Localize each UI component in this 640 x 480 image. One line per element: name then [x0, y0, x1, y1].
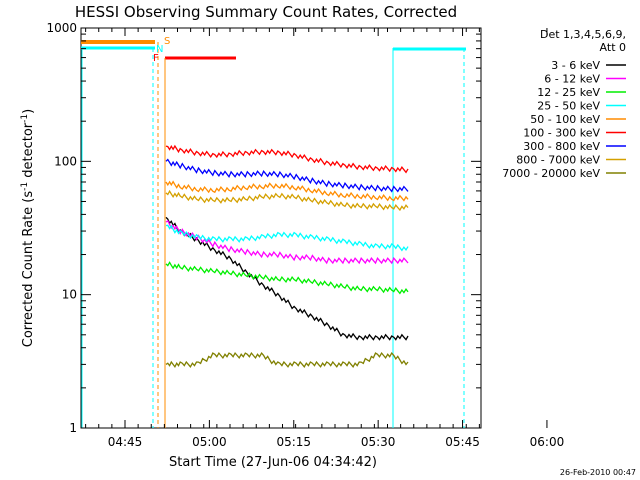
legend-entry-label: 12 - 25 keV — [537, 86, 600, 99]
series-line-4 — [165, 180, 409, 202]
x-tick-label: 06:00 — [530, 435, 565, 449]
legend-entry-label: 100 - 300 keV — [523, 127, 600, 140]
legend-header-detectors: Det 1,3,4,5,6,9, — [540, 28, 626, 41]
legend-entry-label: 50 - 100 keV — [530, 113, 600, 126]
legend-entry-label: 25 - 50 keV — [537, 100, 600, 113]
x-tick-label: 05:30 — [361, 435, 396, 449]
legend-entry-label: 300 - 800 keV — [523, 140, 600, 153]
x-tick-label: 05:00 — [192, 435, 227, 449]
y-axis-label: Corrected Count Rate (s-1 detector-1) — [20, 109, 36, 347]
generation-timestamp: 26-Feb-2010 00:47 — [560, 468, 636, 477]
x-axis-label: Start Time (27-Jun-06 04:34:42) — [169, 455, 377, 470]
series-line-3 — [165, 224, 409, 252]
x-tick-label: 05:45 — [445, 435, 480, 449]
series-line-1 — [165, 219, 409, 265]
series-line-6 — [165, 158, 409, 193]
legend-header-attenuator: Att 0 — [600, 41, 626, 54]
legend-entry-label: 3 - 6 keV — [551, 59, 600, 72]
series-line-7 — [165, 189, 409, 212]
series-line-8 — [165, 351, 409, 369]
legend-entry-label: 800 - 7000 keV — [516, 154, 600, 167]
flag-label-f: F — [153, 53, 159, 64]
flag-label-n: N — [156, 44, 163, 55]
flag-label-s: S — [164, 36, 170, 47]
series-line-2 — [165, 261, 409, 295]
x-tick-label: 05:15 — [276, 435, 311, 449]
y-tick-label: 100 — [54, 154, 77, 168]
axes: 1 10 100 1000 04:45 05:00 05:15 05:30 05:45 06:00 — [46, 21, 564, 449]
series-line-5 — [165, 144, 409, 174]
y-tick-label: 1 — [69, 421, 77, 435]
legend-entry-label: 7000 - 20000 keV — [502, 167, 600, 180]
chart-title: HESSI Observing Summary Count Rates, Cor… — [75, 3, 457, 21]
y-tick-label: 10 — [62, 288, 77, 302]
series-line-0 — [165, 216, 409, 341]
legend-entry-label: 6 - 12 keV — [544, 73, 600, 86]
time-interval-markers: SNF — [81, 36, 466, 428]
y-tick-label: 1000 — [46, 21, 77, 35]
plot-area: SNF — [80, 27, 482, 429]
series-layer — [165, 144, 409, 369]
x-tick-label: 04:45 — [108, 435, 143, 449]
plot-frame — [80, 27, 482, 429]
